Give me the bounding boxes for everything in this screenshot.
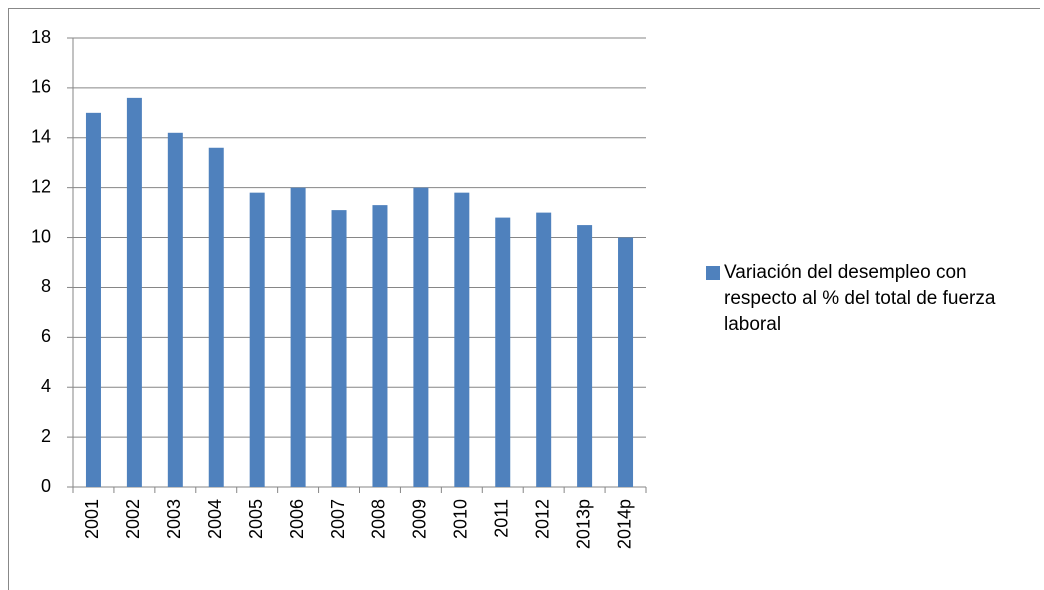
bar [167,132,183,488]
legend-label: Variación del desempleo con respecto al … [724,262,996,335]
legend: Variación del desempleo con respecto al … [706,260,1026,338]
y-tick-label: 2 [41,426,51,446]
y-tick-label: 0 [41,476,51,496]
y-tick-label: 12 [31,176,51,196]
y-tick-label: 8 [41,276,51,296]
bar [249,192,265,487]
bar [290,187,306,487]
y-tick-label: 18 [31,27,51,47]
bar [413,187,429,487]
bar [495,217,511,487]
x-tick-label: 2005 [246,499,266,539]
x-tick-label: 2010 [451,499,471,539]
bar [536,212,552,487]
y-tick-label: 10 [31,226,51,246]
bar [85,112,101,487]
bar [208,147,224,487]
bar [331,210,347,487]
y-tick-label: 14 [31,127,51,147]
y-tick-label: 4 [41,376,51,396]
y-tick-label: 6 [41,326,51,346]
x-tick-label: 2009 [410,499,430,539]
x-tick-label: 2002 [123,499,143,539]
x-tick-label: 2003 [164,499,184,539]
x-tick-label: 2004 [205,499,225,539]
x-tick-label: 2013p [573,499,593,549]
chart-border [8,8,1040,590]
x-tick-label: 2001 [82,499,102,539]
x-tick-label: 2006 [287,499,307,539]
y-tick-label: 16 [31,77,51,97]
x-tick-label: 2011 [492,499,512,538]
bar [372,205,388,487]
x-tick-label: 2012 [532,499,552,539]
x-tick-label: 2008 [369,499,389,539]
x-tick-label: 2014p [614,499,634,549]
bar [577,225,593,488]
bar [618,237,634,487]
legend-key [706,266,720,280]
bar [454,192,470,487]
bar [126,97,142,487]
x-tick-label: 2007 [328,499,348,539]
